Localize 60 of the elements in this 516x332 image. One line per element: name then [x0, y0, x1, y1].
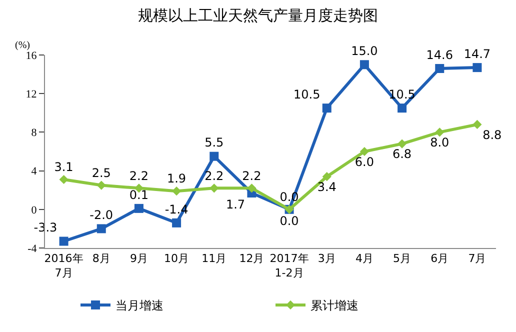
x-tick-label: 10月	[164, 252, 190, 266]
data-label: 6.0	[354, 154, 374, 169]
point	[360, 60, 369, 70]
legend-label: 累计增速	[310, 298, 358, 313]
point	[96, 180, 106, 190]
chart-title: 规模以上工业天然气产量月度走势图	[138, 6, 378, 24]
point	[96, 224, 106, 234]
y-tick-label: -4	[28, 242, 38, 255]
point	[398, 104, 407, 113]
data-label: 2.5	[92, 166, 111, 180]
y-tick-label: 8	[31, 127, 38, 140]
data-label: 10.5	[294, 87, 320, 102]
point	[172, 218, 182, 228]
point	[172, 186, 182, 196]
legend-label: 当月增速	[116, 298, 164, 313]
point	[59, 174, 68, 184]
data-label: -2.0	[90, 208, 114, 222]
data-label: 15.0	[351, 44, 378, 58]
point	[322, 172, 332, 182]
x-tick-label: 5月	[393, 252, 412, 266]
point	[435, 128, 444, 137]
data-label: 5.5	[204, 136, 224, 150]
data-label: 14.6	[426, 48, 453, 62]
y-axis-title: (%)	[15, 40, 30, 51]
x-tick-label: 3月	[318, 252, 336, 266]
data-label: 8.0	[430, 136, 450, 150]
point	[360, 146, 370, 156]
data-label: 2.2	[204, 168, 224, 183]
x-tick-label: 9月	[130, 252, 148, 266]
data-label: 0.1	[129, 188, 149, 202]
x-tick-label: 6月	[430, 252, 449, 266]
x-tick-label: 7月	[468, 252, 486, 266]
y-tick-label: 4	[31, 166, 38, 178]
x-tick-label: 2016年 7月	[44, 252, 84, 280]
data-label: 3.4	[317, 180, 336, 194]
point	[59, 236, 68, 246]
point	[210, 152, 219, 161]
x-tick-label: 8月	[92, 252, 110, 266]
data-label: 1.9	[166, 172, 186, 186]
data-label: 8.8	[482, 128, 502, 142]
data-label: 2.2	[129, 168, 149, 183]
x-tick-label: 4月	[355, 252, 374, 266]
point	[322, 104, 332, 113]
x-tick-label: 11月	[202, 252, 227, 266]
y-tick-label: 16	[26, 50, 38, 62]
x-tick-label: 12月	[239, 252, 264, 266]
data-label: 2.2	[242, 168, 262, 183]
data-label: 14.7	[464, 46, 491, 61]
data-label: 0.0	[280, 214, 299, 228]
point	[435, 64, 444, 74]
y-tick-label: 0	[31, 204, 38, 216]
y-tick-label: 12	[26, 88, 37, 100]
point	[134, 204, 144, 213]
point	[472, 120, 482, 130]
data-label: 6.8	[392, 147, 412, 162]
data-label: 1.7	[226, 198, 246, 212]
point	[397, 139, 407, 148]
point	[472, 63, 482, 72]
data-label: 3.1	[54, 160, 74, 174]
x-tick-label: 2017年 1-2月	[270, 252, 309, 280]
